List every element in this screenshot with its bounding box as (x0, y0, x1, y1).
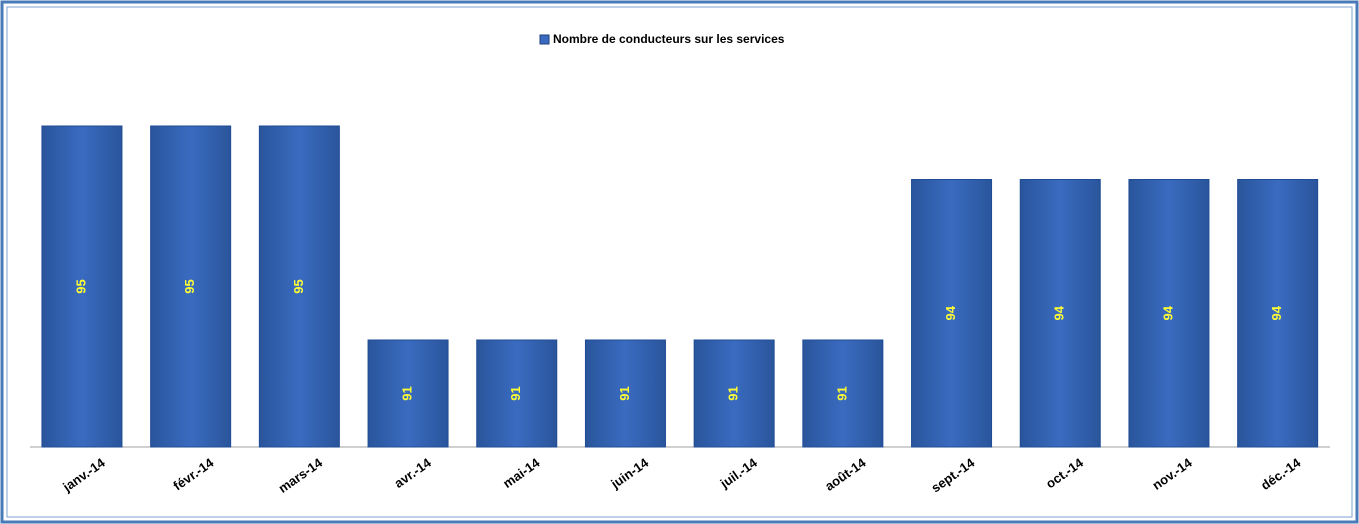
x-tick-label: août-14 (822, 455, 869, 494)
x-tick-label: avr.-14 (391, 455, 434, 491)
x-tick-label: oct.-14 (1043, 455, 1087, 492)
x-tick-label: févr.-14 (170, 455, 217, 494)
legend-label: Nombre de conducteurs sur les services (553, 32, 785, 46)
bar (802, 339, 884, 448)
bar (693, 339, 775, 448)
data-label: 91 (617, 386, 632, 400)
frame-inner (6, 6, 1353, 518)
data-label: 94 (943, 305, 958, 320)
data-label: 91 (726, 386, 741, 400)
bar (1237, 179, 1319, 448)
data-label: 95 (73, 279, 88, 293)
bar (150, 125, 232, 448)
data-label: 95 (291, 279, 306, 293)
bar (367, 339, 449, 448)
bar (1128, 179, 1210, 448)
bar (258, 125, 340, 448)
data-label: 91 (399, 386, 414, 400)
data-label: 95 (182, 279, 197, 293)
data-label: 94 (1269, 305, 1284, 320)
bar (1019, 179, 1101, 448)
x-tick-label: mars-14 (276, 455, 326, 496)
x-tick-label: nov.-14 (1150, 455, 1196, 493)
x-tick-label: sept.-14 (928, 455, 977, 496)
x-tick-label: juin-14 (607, 455, 651, 492)
data-label: 91 (834, 386, 849, 400)
legend-marker (539, 34, 550, 45)
data-label: 94 (1052, 305, 1067, 320)
bar (584, 339, 666, 448)
x-tick-label: juil.-14 (717, 455, 761, 492)
bar (476, 339, 558, 448)
data-label: 91 (508, 386, 523, 400)
bar (911, 179, 993, 448)
x-tick-label: déc.-14 (1258, 455, 1304, 493)
x-tick-label: mai-14 (500, 455, 543, 491)
data-label: 94 (1160, 305, 1175, 320)
x-tick-label: janv.-14 (59, 455, 108, 496)
bar (41, 125, 123, 448)
